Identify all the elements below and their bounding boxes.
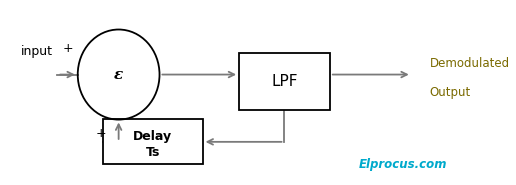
- Text: +: +: [95, 127, 106, 140]
- Text: input: input: [21, 45, 53, 58]
- Text: +: +: [62, 42, 73, 55]
- Text: Elprocus.com: Elprocus.com: [358, 159, 447, 171]
- Text: ε: ε: [114, 68, 123, 82]
- Text: Delay: Delay: [133, 130, 172, 143]
- Text: Output: Output: [430, 86, 471, 99]
- Text: Demodulated: Demodulated: [430, 57, 510, 70]
- Bar: [103, 119, 203, 164]
- Text: LPF: LPF: [271, 74, 298, 89]
- Bar: [239, 53, 330, 110]
- Text: Ts: Ts: [146, 146, 160, 159]
